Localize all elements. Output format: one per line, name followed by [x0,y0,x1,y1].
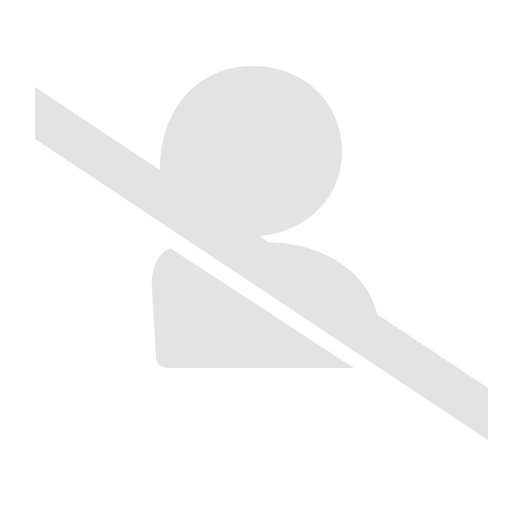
user-body-shape [151,248,354,368]
user-head-shape [160,66,378,318]
slash-shape [35,87,488,440]
